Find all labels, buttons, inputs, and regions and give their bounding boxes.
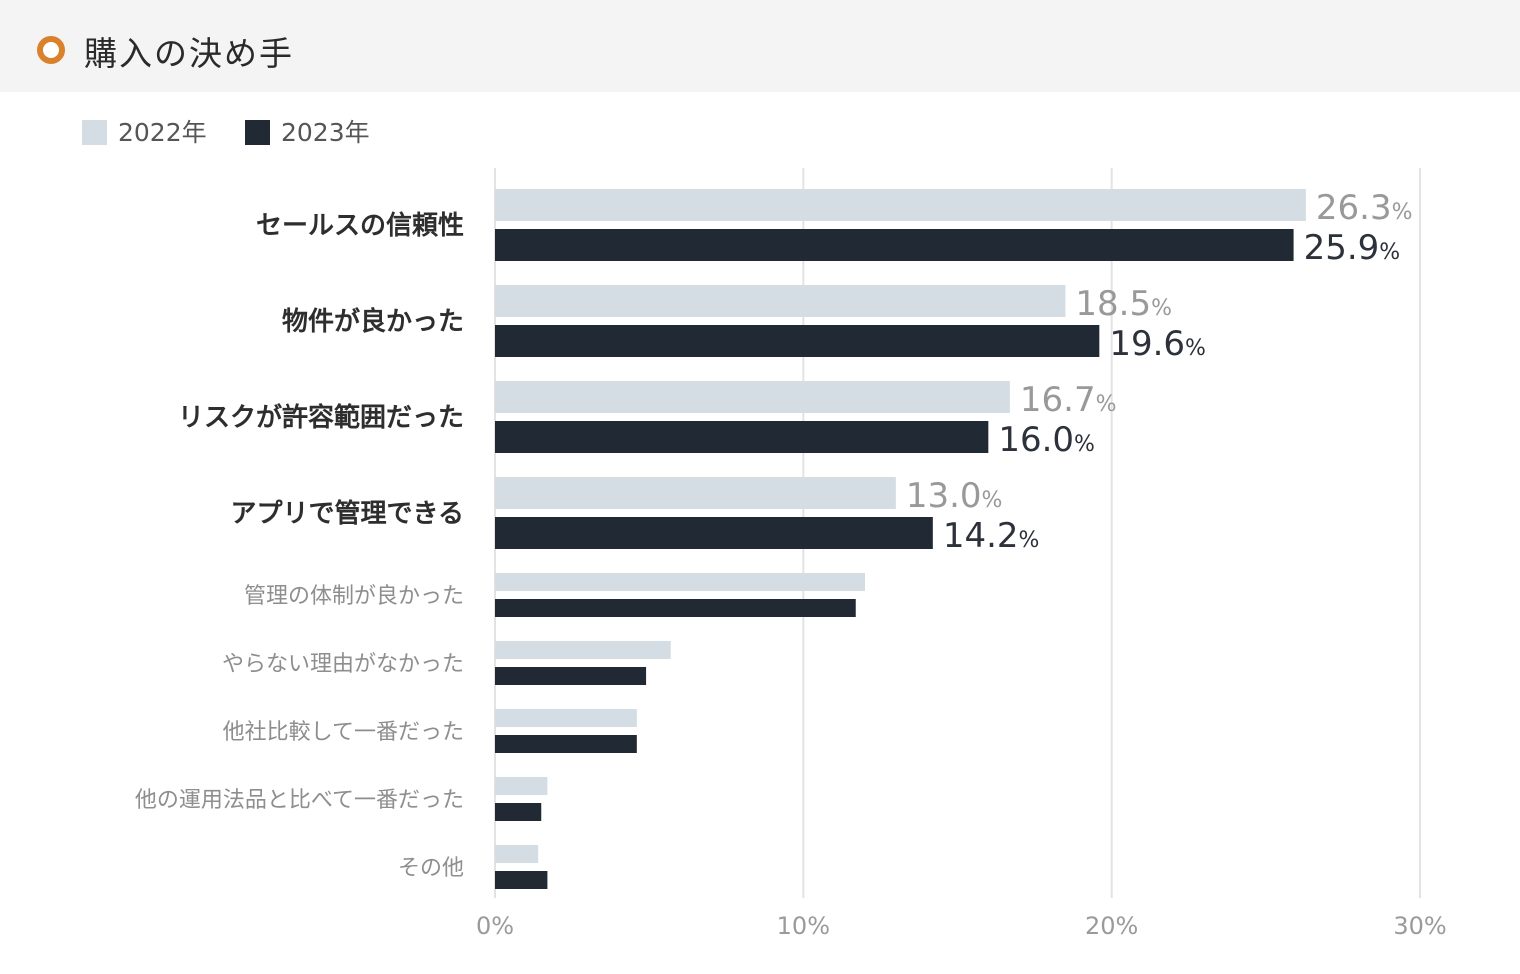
data-label: 16.7%: [1020, 380, 1117, 420]
bar-2023: [495, 229, 1294, 261]
legend-label-2022: 2022年: [118, 118, 207, 147]
category-label: アプリで管理できる: [231, 499, 464, 529]
data-label: 25.9%: [1304, 228, 1401, 268]
data-label: 16.0%: [998, 420, 1095, 460]
data-label: 19.6%: [1109, 324, 1206, 364]
bar-2022: [495, 641, 671, 659]
bar-2023: [495, 871, 548, 889]
bar-2022: [495, 189, 1306, 221]
category-label: 物件が良かった: [282, 306, 464, 337]
category-label: 管理の体制が良かった: [244, 584, 464, 609]
circle-bullet-icon: [37, 36, 65, 64]
data-label: 14.2%: [943, 516, 1040, 556]
bar-2023: [495, 735, 637, 753]
x-tick-label: 10%: [777, 912, 830, 940]
bar-2023: [495, 667, 647, 685]
header-bar: 購入の決め手: [0, 0, 1520, 92]
bar-2022: [495, 845, 539, 863]
x-tick-label: 30%: [1393, 912, 1446, 940]
x-tick-label: 0%: [476, 912, 514, 940]
legend-label-2023: 2023年: [281, 118, 370, 147]
legend-swatch-2022: [82, 120, 107, 145]
category-label: セールスの信頼性: [256, 211, 464, 241]
bar-2022: [495, 709, 637, 727]
bar-2022: [495, 381, 1010, 413]
bar-2022: [495, 777, 548, 795]
category-label: やらない理由がなかった: [222, 652, 464, 677]
bar-2022: [495, 477, 896, 509]
category-label: リスクが許容範囲だった: [178, 402, 464, 433]
bar-2023: [495, 325, 1100, 357]
data-label: 13.0%: [906, 476, 1003, 516]
category-label: その他: [398, 856, 464, 881]
category-label: 他の運用法品と比べて一番だった: [135, 788, 464, 813]
bar-2022: [495, 573, 865, 591]
page-title: 購入の決め手: [84, 34, 294, 73]
data-label: 18.5%: [1075, 284, 1172, 324]
bar-2023: [495, 803, 542, 821]
bar-2023: [495, 599, 856, 617]
category-label: 他社比較して一番だった: [223, 720, 464, 745]
bar-2023: [495, 517, 933, 549]
bar-2022: [495, 285, 1066, 317]
x-tick-label: 20%: [1085, 912, 1138, 940]
data-label: 26.3%: [1316, 188, 1413, 228]
bar-2023: [495, 421, 989, 453]
legend-swatch-2023: [245, 120, 270, 145]
